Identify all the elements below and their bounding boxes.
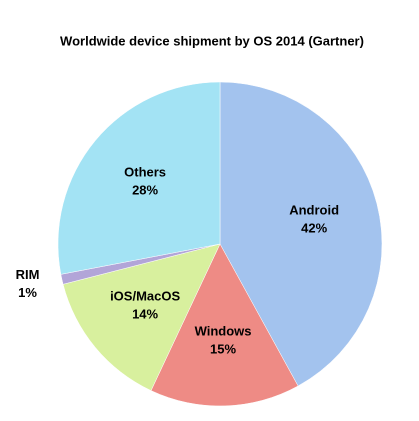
slice-value-label: 14% (132, 306, 158, 321)
pie-slice (219, 81, 383, 387)
slice-label: Windows (195, 324, 252, 339)
slice-value-label: 28% (132, 182, 158, 197)
slice-label: RIM (16, 267, 40, 282)
slice-label: Android (289, 202, 339, 217)
slice-value-label: 15% (210, 342, 236, 357)
slice-value-label: 42% (301, 220, 327, 235)
slice-label: Others (124, 164, 166, 179)
pie-slice (150, 243, 299, 407)
slice-label: iOS/MacOS (110, 288, 180, 303)
chart-title: Worldwide device shipment by OS 2014 (Ga… (60, 33, 364, 48)
pie-slice (62, 243, 221, 391)
pie-slice (57, 81, 221, 275)
slice-value-label: 1% (18, 285, 37, 300)
